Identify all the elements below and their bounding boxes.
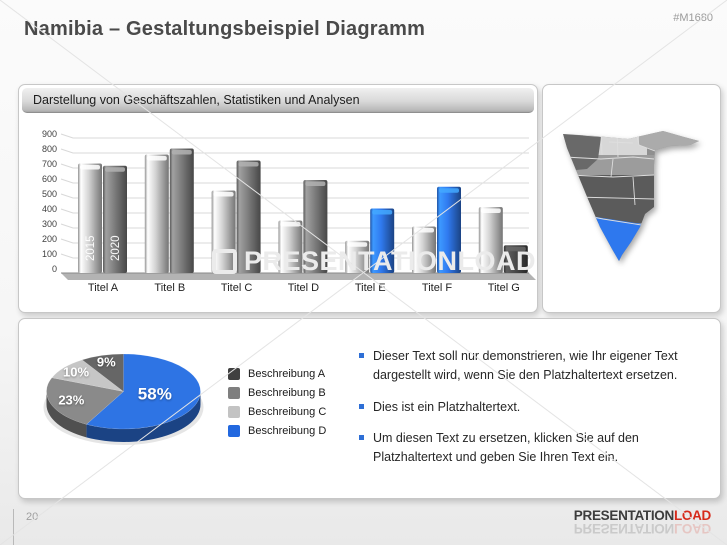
- svg-text:23%: 23%: [58, 393, 84, 408]
- legend-swatch-c: [228, 406, 240, 418]
- map-regions: [563, 131, 699, 261]
- brand-logo-reflection: PRESENTATIONLOAD: [573, 521, 711, 536]
- legend-item: Beschreibung B: [228, 387, 326, 399]
- region-caprivi: [639, 131, 699, 151]
- svg-text:58%: 58%: [138, 384, 172, 403]
- pie-chart: 58% 23% 10% 9%: [43, 353, 204, 445]
- legend-label: Beschreibung C: [248, 406, 327, 418]
- region-south-central: [563, 175, 699, 223]
- legend-label: Beschreibung D: [248, 425, 327, 437]
- bullet-item: Dies ist ein Platzhaltertext.: [359, 398, 721, 417]
- bullet-text: Dies ist ein Platzhaltertext.: [373, 399, 521, 414]
- bullet-item: Dieser Text soll nur demonstrieren, wie …: [359, 347, 721, 385]
- namibia-map: [563, 131, 699, 261]
- template-id-tag: #M1680: [673, 12, 713, 24]
- svg-text:2015: 2015: [85, 235, 97, 261]
- bullet-marker: [359, 353, 364, 358]
- svg-text:400: 400: [42, 204, 57, 214]
- bar-chart-panel: Darstellung von Geschäftszahlen, Statist…: [18, 84, 538, 313]
- placeholder-text-block: Dieser Text soll nur demonstrieren, wie …: [359, 347, 721, 480]
- legend-swatch-a: [228, 368, 240, 380]
- bullet-marker: [359, 403, 364, 409]
- legend-label: Beschreibung B: [248, 387, 326, 399]
- svg-text:0: 0: [52, 264, 57, 274]
- svg-text:Titel G: Titel G: [488, 282, 520, 294]
- svg-text:600: 600: [42, 174, 57, 184]
- svg-text:900: 900: [42, 129, 57, 139]
- legend-label: Beschreibung A: [248, 368, 326, 380]
- svg-text:Titel C: Titel C: [221, 282, 252, 294]
- svg-text:2020: 2020: [110, 235, 122, 261]
- svg-text:700: 700: [42, 159, 57, 169]
- svg-text:Titel D: Titel D: [288, 282, 319, 294]
- svg-text:Titel B: Titel B: [154, 282, 185, 294]
- namibia-map-panel: [542, 84, 721, 313]
- panel-header: Darstellung von Geschäftszahlen, Statist…: [22, 88, 534, 113]
- legend-item: Beschreibung D: [228, 425, 326, 437]
- svg-text:9%: 9%: [97, 355, 116, 370]
- footer-divider: [13, 509, 14, 545]
- svg-text:Titel F: Titel F: [422, 282, 452, 294]
- pie-text-panel: 58% 23% 10% 9% Beschreibung A Beschreibung …: [18, 318, 721, 499]
- bullet-item: Um diesen Text zu ersetzen, klicken Sie …: [359, 429, 721, 467]
- svg-text:100: 100: [42, 249, 57, 259]
- svg-text:200: 200: [42, 234, 57, 244]
- legend-swatch-b: [228, 387, 240, 399]
- page-title: Namibia – Gestaltungsbeispiel Diagramm: [24, 18, 426, 40]
- pie-legend: Beschreibung A Beschreibung B Beschreibu…: [228, 368, 326, 437]
- svg-text:Titel E: Titel E: [355, 282, 386, 294]
- svg-text:Titel A: Titel A: [88, 282, 119, 294]
- svg-text:500: 500: [42, 189, 57, 199]
- legend-item: Beschreibung C: [228, 406, 326, 418]
- svg-text:800: 800: [42, 144, 57, 154]
- svg-text:10%: 10%: [63, 364, 89, 379]
- legend-swatch-d: [228, 425, 240, 437]
- legend-item: Beschreibung A: [228, 368, 326, 380]
- bar-chart: 0 100 200 300 400 500 600 700 800 900 2015 2020 Tite…: [42, 129, 536, 294]
- bullet-text: Um diesen Text zu ersetzen, klicken Sie …: [373, 431, 639, 464]
- page-number: 20: [26, 511, 39, 523]
- svg-text:300: 300: [42, 219, 57, 229]
- bullet-text: Dieser Text soll nur demonstrieren, wie …: [373, 349, 678, 382]
- bullet-marker: [359, 435, 364, 441]
